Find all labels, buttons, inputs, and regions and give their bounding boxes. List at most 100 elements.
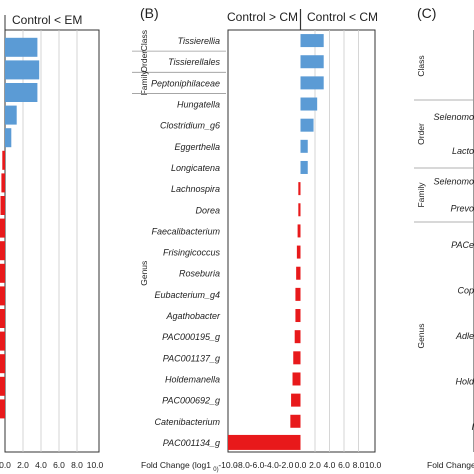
- panel-a-bar: [0, 286, 6, 306]
- panel-b-category-label: Catenibacterium: [154, 417, 220, 427]
- panel-c-group-name: Class: [416, 55, 426, 76]
- panel-b-tick-label: 10.0: [365, 460, 382, 470]
- panel-b-bar: [295, 287, 301, 301]
- panel-b-category-label: Eubacterium_g4: [154, 290, 220, 300]
- panel-b-category-label: PAC000692_g: [162, 396, 220, 406]
- panel-a-tick-label: 4.0: [35, 460, 47, 470]
- panel-a-bar: [0, 263, 5, 283]
- panel-a-bar: [5, 128, 12, 148]
- panel-c-category-label: Selenomo: [433, 112, 474, 122]
- panel-b-category-label: PAC001134_g: [163, 438, 220, 448]
- panel-b-category-label: Longicatena: [171, 163, 220, 173]
- panel-a-bar: [0, 241, 6, 261]
- panel-b-bar: [300, 34, 324, 48]
- panel-c-label: (C): [417, 5, 436, 21]
- panel-b-label: (B): [140, 5, 159, 21]
- panel-c-category-label: Lacto: [452, 146, 474, 156]
- panel-b-axis-label: Fold Change (log1 0): [141, 460, 219, 473]
- panel-a-tick-label: 0.0: [0, 460, 11, 470]
- panel-b-tick-label: -4.0: [264, 460, 279, 470]
- panel-b-bar: [300, 55, 324, 69]
- panel-c-category-label: Hold: [455, 377, 474, 387]
- panel-a-bar: [5, 83, 38, 102]
- panel-b-tick-label: 8.0: [353, 460, 365, 470]
- panel-b-bar: [297, 224, 301, 238]
- panel-b-bar: [300, 160, 308, 174]
- panel-b-bar: [300, 139, 308, 153]
- panel-a-tick-label: 10.0: [87, 460, 104, 470]
- panel-b-bar: [291, 393, 301, 407]
- panel-b-bar: [294, 330, 301, 344]
- panel-b-tick-label: -8.0: [235, 460, 250, 470]
- panel-a-bar: [0, 354, 6, 374]
- panel-b-category-label: Holdemanella: [165, 374, 220, 384]
- panel-b-bar: [298, 203, 301, 217]
- panel-b-tick-label: -6.0: [250, 460, 265, 470]
- panel-b-category-label: Frisingicoccus: [163, 248, 221, 258]
- panel-b-category-label: Tissierellales: [168, 57, 220, 67]
- panel-b-bar: [228, 434, 301, 450]
- panel-a-bar: [0, 309, 5, 328]
- panel-b-category-label: Roseburia: [179, 269, 220, 279]
- panel-a-bar: [0, 196, 5, 215]
- panel-b-tick-label: 6.0: [338, 460, 350, 470]
- panel-b-bar: [295, 309, 301, 323]
- panel-a-frame: [4, 29, 100, 453]
- panel-a-bar: [0, 399, 6, 419]
- panel-b-bar: [298, 182, 301, 196]
- panel-b-bar: [292, 372, 301, 386]
- panel-c-category-label: Prevo: [450, 204, 474, 214]
- panel-b-group-name: Class: [139, 30, 149, 51]
- panel-b-header-left: Control > CM: [227, 10, 298, 24]
- panel-a-tick-label: 2.0: [17, 460, 29, 470]
- panel-b-tick-label: -10.0: [218, 460, 238, 470]
- panel-a-bar: [5, 60, 40, 80]
- panel-b-group-name: Genus: [139, 261, 149, 286]
- panel-a-tick-label: 8.0: [71, 460, 83, 470]
- panel-b-category-label: Dorea: [195, 205, 220, 215]
- panel-b-header-right: Control < CM: [307, 10, 378, 24]
- panel-c-axis-label: Fold Change: [427, 460, 474, 470]
- panel-c-category-label: PACe: [451, 240, 474, 250]
- panel-b-category-label: PAC001137_g: [163, 353, 220, 363]
- panel-b-bar: [296, 266, 301, 280]
- panel-b-category-label: PAC000195_g: [162, 332, 220, 342]
- panel-a-tick-label: 6.0: [53, 460, 65, 470]
- panel-b-category-label: Peptoniphilaceae: [151, 78, 220, 88]
- panel-a-bar: [5, 37, 38, 57]
- panel-c-group-name: Genus: [416, 323, 426, 348]
- panel-b-category-label: Hungatella: [177, 100, 220, 110]
- panel-b-tick-label: 4.0: [324, 460, 336, 470]
- panel-b-bar: [290, 414, 301, 428]
- panel-c-category-label: I: [471, 422, 474, 432]
- panel-b-bar: [296, 245, 301, 259]
- panel-b-bar: [300, 97, 318, 111]
- panel-b-tick-label: -2.0: [279, 460, 294, 470]
- panel-a-bar: [5, 105, 17, 125]
- panel-a-bar: [2, 150, 5, 170]
- panel-a-header-right: Control < EM: [12, 13, 82, 27]
- panel-c-category-label: Cop: [457, 285, 474, 295]
- panel-a-bar: [0, 331, 5, 351]
- panel-b-group-name: Order: [139, 51, 149, 73]
- panel-b-category-label: Tissierellia: [178, 36, 220, 46]
- panel-b-bar: [293, 351, 301, 365]
- panel-b-tick-label: 0.0: [295, 460, 307, 470]
- panel-b-category-label: Lachnospira: [171, 184, 220, 194]
- panel-b-tick-label: 2.0: [309, 460, 321, 470]
- panel-b-category-label: Clostridium_g6: [160, 121, 220, 131]
- panel-a-bar: [0, 218, 6, 238]
- panel-b-frame: [227, 29, 376, 453]
- panel-b-category-label: Eggerthella: [174, 142, 220, 152]
- panel-c-category-label: Selenomo: [433, 177, 474, 187]
- panel-b-category-label: Faecalibacterium: [151, 226, 220, 236]
- panel-c-group-name: Order: [416, 123, 426, 145]
- panel-c-group-name: Family: [416, 182, 426, 208]
- panel-c-category-label: Adle: [455, 331, 474, 341]
- panel-a-bar: [0, 376, 5, 396]
- panel-b-category-label: Agathobacter: [165, 311, 221, 321]
- panel-b-bar: [300, 118, 314, 132]
- panel-a-bar: [1, 173, 5, 193]
- panel-b-group-name: Family: [139, 70, 149, 96]
